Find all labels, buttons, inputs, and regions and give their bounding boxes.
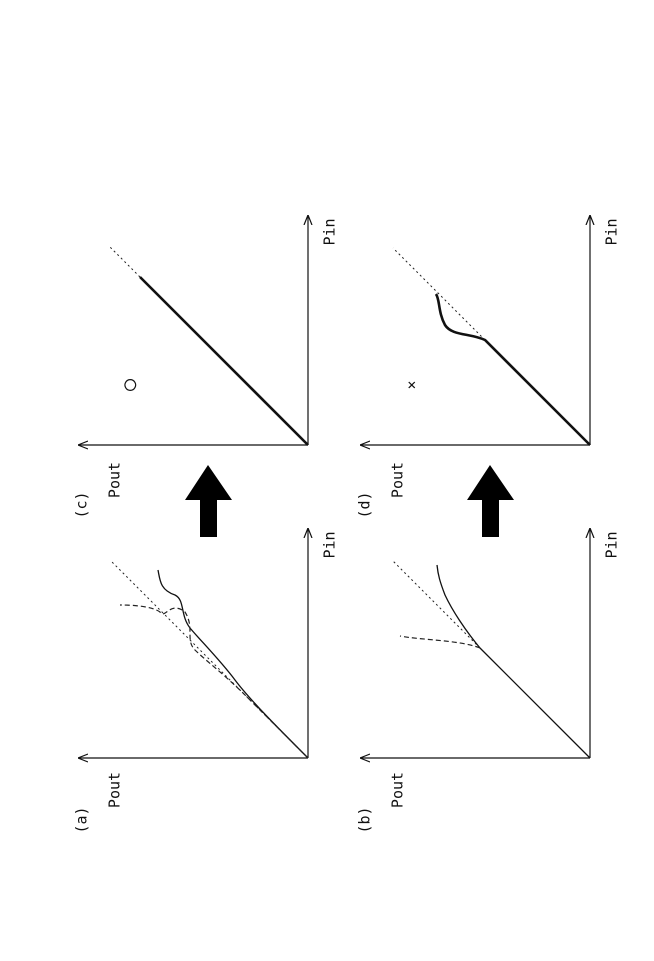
block-arrow bbox=[467, 465, 514, 537]
axis-label: Pout bbox=[106, 462, 124, 498]
axis-label: Pin bbox=[321, 218, 339, 245]
panel-label: (c) bbox=[73, 491, 91, 518]
evaluation-mark: ○ bbox=[117, 379, 141, 391]
axis-label: Pout bbox=[389, 772, 407, 808]
figure: (a) Pout Pin (c) Pout Pin ○ (b) Pout Pin… bbox=[0, 0, 654, 961]
linear-line bbox=[393, 248, 485, 340]
panel-a: (a) Pout Pin bbox=[73, 528, 339, 834]
linear-line bbox=[110, 247, 140, 277]
panel-label: (b) bbox=[356, 806, 374, 833]
output-curve bbox=[120, 605, 308, 758]
output-curve bbox=[437, 565, 590, 758]
panel-label: (a) bbox=[73, 806, 91, 833]
axis-label: Pin bbox=[603, 218, 621, 245]
output-curve bbox=[140, 277, 308, 445]
axis-label: Pout bbox=[106, 772, 124, 808]
output-curve bbox=[158, 570, 308, 758]
linear-line bbox=[393, 561, 480, 648]
axis-label: Pin bbox=[321, 531, 339, 558]
panel-b: (b) Pout Pin bbox=[356, 528, 621, 834]
output-curve bbox=[400, 636, 480, 648]
axis-label: Pin bbox=[603, 531, 621, 558]
block-arrow bbox=[185, 465, 232, 537]
panel-label: (d) bbox=[356, 491, 374, 518]
output-curve bbox=[436, 294, 590, 445]
axis-label: Pout bbox=[389, 462, 407, 498]
evaluation-mark: × bbox=[403, 380, 421, 389]
